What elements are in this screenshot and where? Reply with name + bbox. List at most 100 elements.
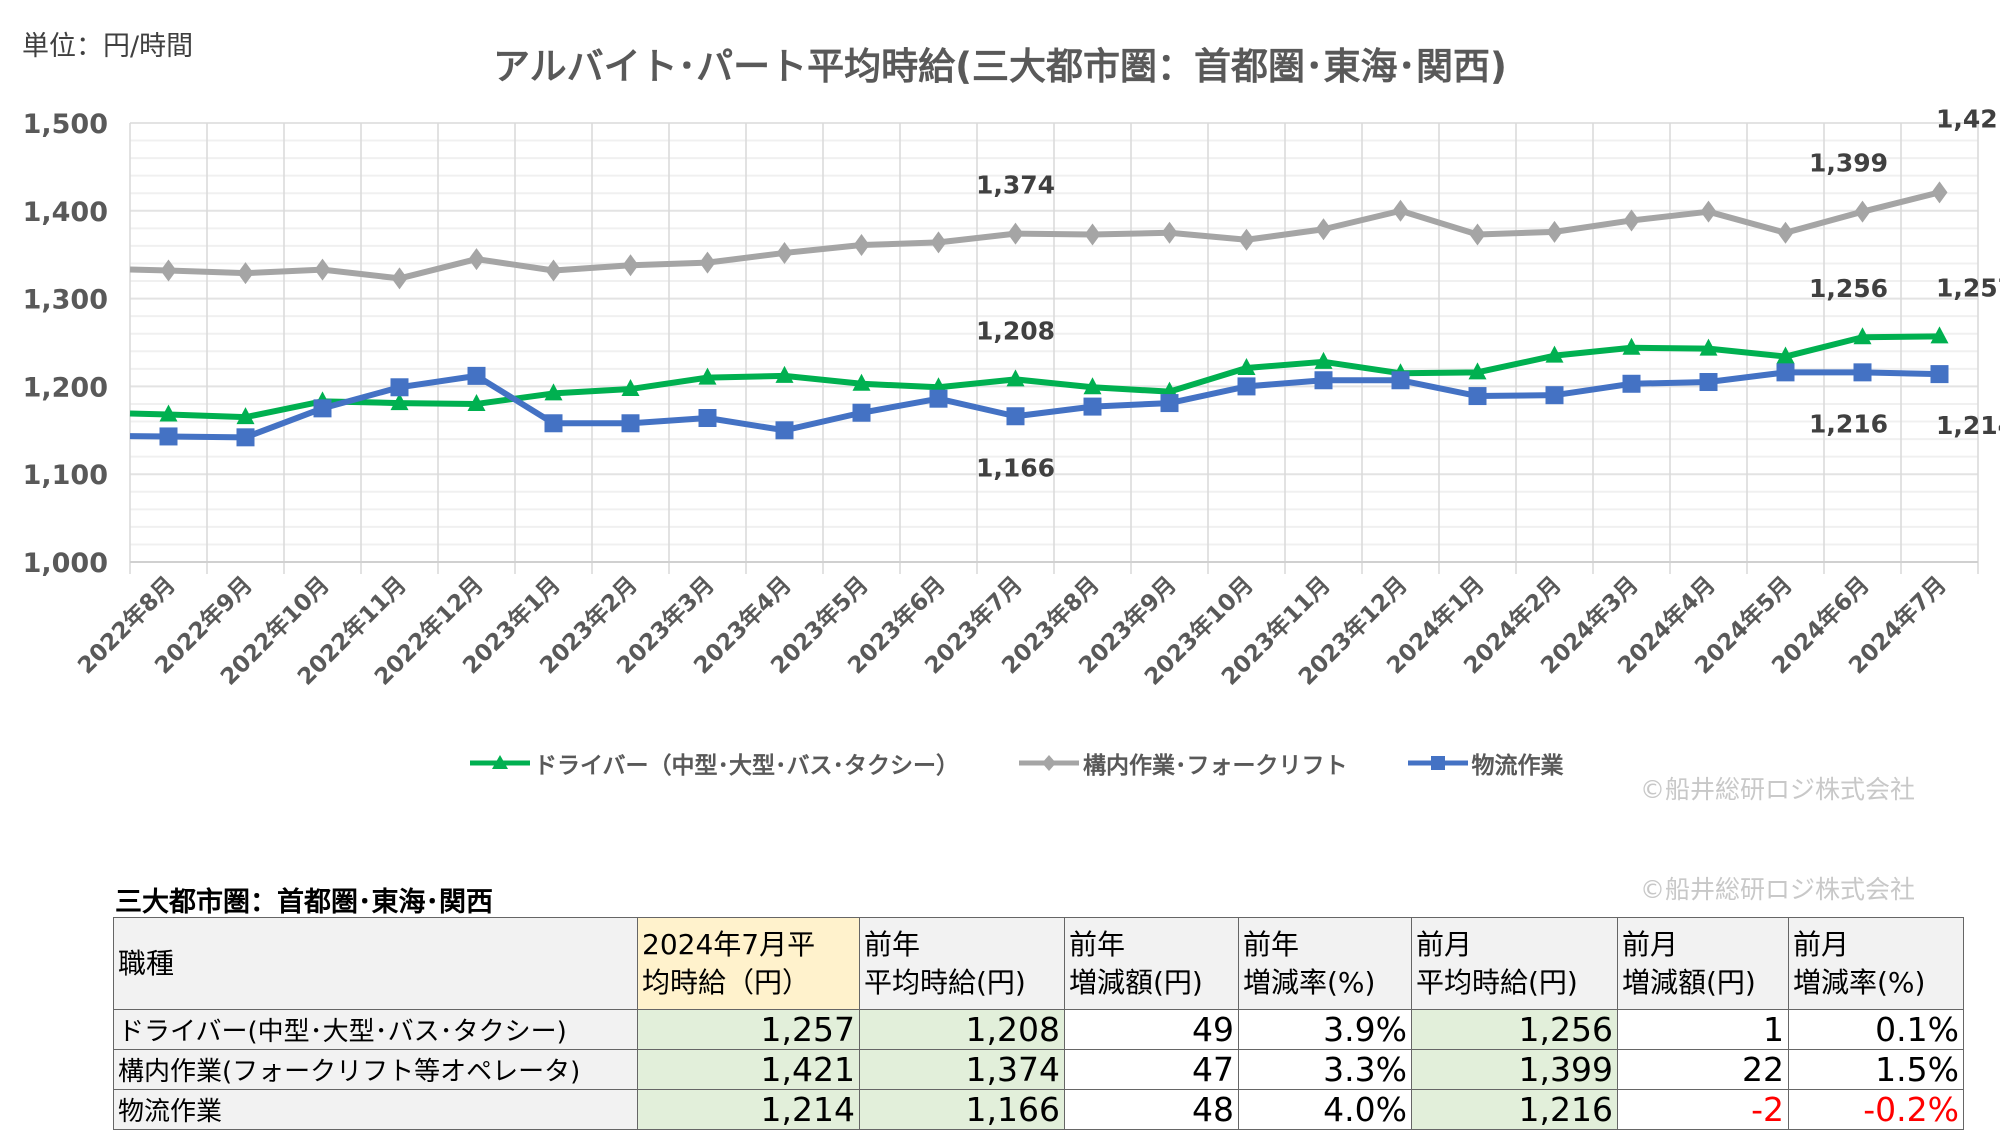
data-point-diamond xyxy=(1623,209,1640,232)
cell-value: 1,208 xyxy=(859,1009,1065,1050)
cell-value: 1.5% xyxy=(1788,1049,1964,1090)
data-point-diamond xyxy=(622,254,639,277)
header-prev-year-diff: 前年 増減額(円) xyxy=(1064,917,1239,1010)
cell-value: 1 xyxy=(1617,1009,1789,1050)
data-point-diamond xyxy=(1392,199,1409,222)
data-point-square xyxy=(1083,397,1102,416)
data-point-square xyxy=(236,428,255,447)
cell-value: 0.1% xyxy=(1788,1009,1964,1050)
data-point-square xyxy=(621,414,640,433)
header-prev-month-avg: 前月 平均時給(円) xyxy=(1411,917,1618,1010)
data-point-diamond xyxy=(930,231,947,254)
table-row: 物流作業 1,214 1,166 48 4.0% 1,216 -2 -0.2% xyxy=(113,1089,1964,1130)
chart-title: アルバイト･パート平均時給(三大都市圏：首都圏･東海･関西) xyxy=(493,45,1507,88)
data-label: 1,374 xyxy=(976,171,1055,200)
cell-value: 1,166 xyxy=(859,1089,1065,1130)
data-point-square xyxy=(1391,371,1410,390)
data-point-square xyxy=(1930,365,1949,384)
cell-job-type: 構内作業(フォークリフト等オペレータ) xyxy=(113,1049,638,1090)
data-point-diamond xyxy=(1084,223,1101,246)
header-job-type: 職種 xyxy=(113,917,638,1010)
data-point-square xyxy=(775,421,794,440)
cell-job-type: 物流作業 xyxy=(113,1089,638,1130)
data-point-diamond xyxy=(1777,221,1794,244)
data-point-square xyxy=(390,378,409,397)
header-prev-year-avg: 前年 平均時給(円) xyxy=(859,917,1065,1010)
data-point-square xyxy=(1622,374,1641,393)
table-header-row: 職種 2024年7月平 均時給（円） 前年 平均時給(円) 前年 増減額(円) 前年増… xyxy=(113,917,1964,1010)
legend-marker-diamond-icon xyxy=(1019,755,1080,771)
data-point-triangle xyxy=(1776,346,1795,364)
summary-table: 職種 2024年7月平 均時給（円） 前年 平均時給(円) 前年 増減額(円) 前年増… xyxy=(113,917,1964,1130)
data-label: 1,257 xyxy=(1936,273,2000,302)
data-point-square xyxy=(1160,394,1179,413)
data-point-square xyxy=(1314,371,1333,390)
data-point-square xyxy=(1545,386,1564,405)
y-tick-label: 1,400 xyxy=(23,197,108,228)
legend-label: ドライバー（中型･大型･バス･タクシー） xyxy=(534,753,960,779)
data-point-square xyxy=(1776,363,1795,382)
data-point-diamond xyxy=(545,259,562,282)
cell-value: -0.2% xyxy=(1788,1089,1964,1130)
data-point-square xyxy=(1237,377,1256,396)
data-label: 1,166 xyxy=(976,453,1055,482)
data-point-triangle xyxy=(1083,377,1102,395)
data-point-triangle xyxy=(852,373,871,391)
data-point-diamond xyxy=(237,262,254,285)
cell-value: 1,214 xyxy=(637,1089,860,1130)
y-tick-label: 1,300 xyxy=(23,285,108,316)
data-point-square xyxy=(313,399,332,418)
data-point-square xyxy=(1699,373,1718,392)
data-point-diamond xyxy=(1238,228,1255,251)
y-tick-label: 1,200 xyxy=(23,372,108,403)
legend-item-forklift: 構内作業･フォークリフト xyxy=(1019,746,1348,780)
data-point-diamond xyxy=(1315,218,1332,241)
legend-item-logistics: 物流作業 xyxy=(1407,746,1564,780)
data-point-diamond xyxy=(1931,181,1948,204)
legend-label: 物流作業 xyxy=(1471,753,1564,779)
data-label: 1,208 xyxy=(976,316,1055,345)
watermark: ©船井総研ロジ株式会社 xyxy=(1640,775,1916,804)
data-point-square xyxy=(544,414,563,433)
data-point-square xyxy=(852,403,871,422)
unit-label: 単位：円/時間 xyxy=(22,31,194,62)
data-label: 1,214 xyxy=(1936,411,2000,440)
table-row: 構内作業(フォークリフト等オペレータ) 1,421 1,374 47 3.3% 1,399… xyxy=(113,1049,1964,1090)
data-point-square xyxy=(698,409,717,428)
data-point-triangle xyxy=(698,367,717,385)
data-point-diamond xyxy=(699,251,716,274)
data-point-square xyxy=(467,366,486,385)
header-prev-month-rate: 前月 増減率(%) xyxy=(1788,917,1964,1010)
cell-value: 22 xyxy=(1617,1049,1789,1090)
cell-value: 1,399 xyxy=(1411,1049,1618,1090)
cell-job-type: ドライバー(中型･大型･バス･タクシー) xyxy=(113,1009,638,1050)
legend-marker-square-icon xyxy=(1407,756,1468,770)
cell-value: 47 xyxy=(1064,1049,1239,1090)
data-point-diamond xyxy=(391,267,408,290)
cell-value: 1,256 xyxy=(1411,1009,1618,1050)
data-point-triangle xyxy=(1314,351,1333,369)
data-point-triangle xyxy=(390,393,409,411)
data-point-triangle xyxy=(544,383,563,401)
data-point-square xyxy=(1853,363,1872,382)
data-label: 1,399 xyxy=(1809,149,1888,178)
data-point-triangle xyxy=(1545,345,1564,363)
series-line-1 xyxy=(129,189,1941,282)
data-point-triangle xyxy=(236,407,255,425)
data-point-diamond xyxy=(1007,222,1024,245)
data-point-triangle xyxy=(1622,337,1641,355)
data-point-triangle xyxy=(1006,369,1025,387)
data-label: 1,216 xyxy=(1809,409,1888,438)
data-point-diamond xyxy=(1854,200,1871,223)
data-point-diamond xyxy=(160,259,177,282)
header-prev-month-diff: 前月 増減額(円) xyxy=(1617,917,1789,1010)
legend-item-driver: ドライバー（中型･大型･バス･タクシー） xyxy=(470,746,959,780)
data-point-diamond xyxy=(468,248,485,271)
data-point-square xyxy=(1006,407,1025,426)
cell-value: 1,216 xyxy=(1411,1089,1618,1130)
legend-marker-triangle-icon xyxy=(470,755,530,769)
header-current: 2024年7月平 均時給（円） xyxy=(637,917,860,1010)
data-point-triangle xyxy=(1237,357,1256,375)
cell-value: 4.0% xyxy=(1238,1089,1412,1130)
data-label: 1,421 xyxy=(1936,104,2000,133)
